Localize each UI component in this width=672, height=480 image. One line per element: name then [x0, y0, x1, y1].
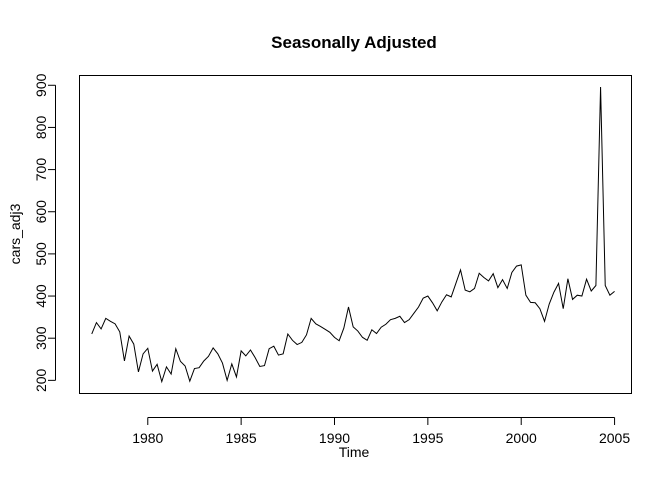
y-axis: 200 300 400 500 600 700 800 900 — [33, 73, 56, 392]
y-tick-label: 500 — [33, 242, 49, 266]
plot-frame — [79, 75, 632, 394]
y-axis-title: cars_adj3 — [7, 203, 23, 264]
chart-title: Seasonally Adjusted — [271, 33, 437, 52]
y-tick-label: 700 — [33, 158, 49, 182]
x-axis: 1980 1985 1990 1995 2000 2005 — [132, 417, 630, 446]
y-tick-label: 900 — [33, 73, 49, 97]
series-line-cars-adj3 — [91, 86, 615, 384]
x-tick-label: 1995 — [412, 430, 443, 446]
y-tick-label: 400 — [33, 284, 49, 308]
x-tick-label: 1980 — [132, 430, 163, 446]
y-tick-label: 800 — [33, 116, 49, 140]
x-tick-label: 1985 — [226, 430, 257, 446]
y-tick-label: 600 — [33, 200, 49, 224]
y-tick-label: 300 — [33, 326, 49, 350]
x-tick-label: 2005 — [599, 430, 630, 446]
x-tick-label: 2000 — [506, 430, 537, 446]
y-tick-label: 200 — [33, 368, 49, 392]
x-axis-title: Time — [339, 444, 370, 460]
x-tick-label: 1990 — [319, 430, 350, 446]
